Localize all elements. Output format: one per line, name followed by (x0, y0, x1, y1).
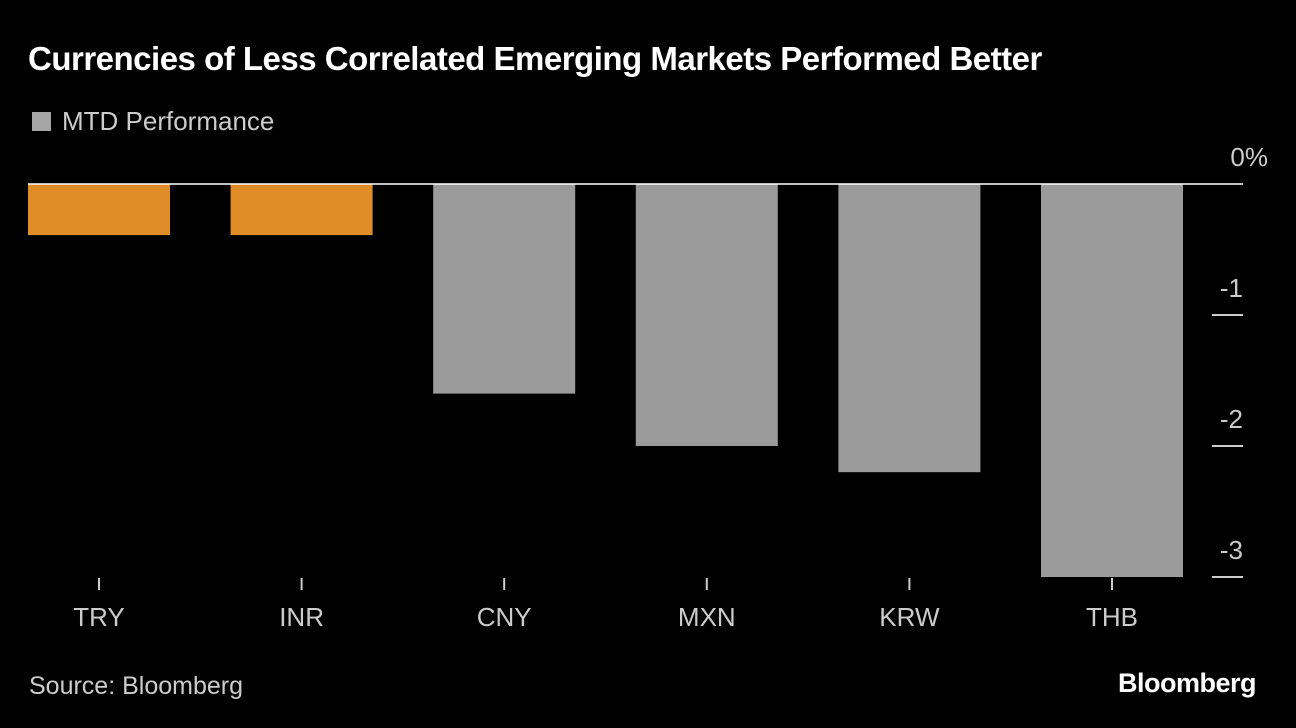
y-tick-label-0%: 0% (1230, 142, 1268, 172)
bar-cny (433, 184, 576, 394)
bars-group (28, 184, 1183, 577)
bar-inr (230, 184, 373, 236)
x-axis: TRY INR CNY MXN KRW THB (73, 578, 1138, 632)
x-tick-label-try: TRY (73, 602, 125, 632)
x-tick-label-thb: THB (1086, 602, 1138, 632)
x-tick-label-krw: KRW (879, 602, 940, 632)
legend-swatch (32, 112, 51, 131)
legend: MTD Performance (32, 106, 274, 137)
y-tick-label--2: -2 (1220, 404, 1243, 434)
y-tick-label--3: -3 (1220, 535, 1243, 565)
y-axis: 0% -1 -2 -3 (1212, 142, 1268, 578)
x-tick-label-inr: INR (279, 602, 324, 632)
bloomberg-logo: Bloomberg (1117, 668, 1257, 698)
bar-krw (838, 184, 981, 473)
chart-title: Currencies of Less Correlated Emerging M… (28, 40, 1042, 77)
bar-mxn (635, 184, 778, 446)
legend-label: MTD Performance (62, 106, 275, 136)
x-tick-label-mxn: MXN (678, 602, 736, 632)
x-tick-label-cny: CNY (477, 602, 532, 632)
source-note: Source: Bloomberg (29, 672, 244, 700)
y-tick-label--1: -1 (1220, 273, 1243, 303)
bar-try (28, 184, 170, 236)
bar-thb (1041, 184, 1183, 577)
